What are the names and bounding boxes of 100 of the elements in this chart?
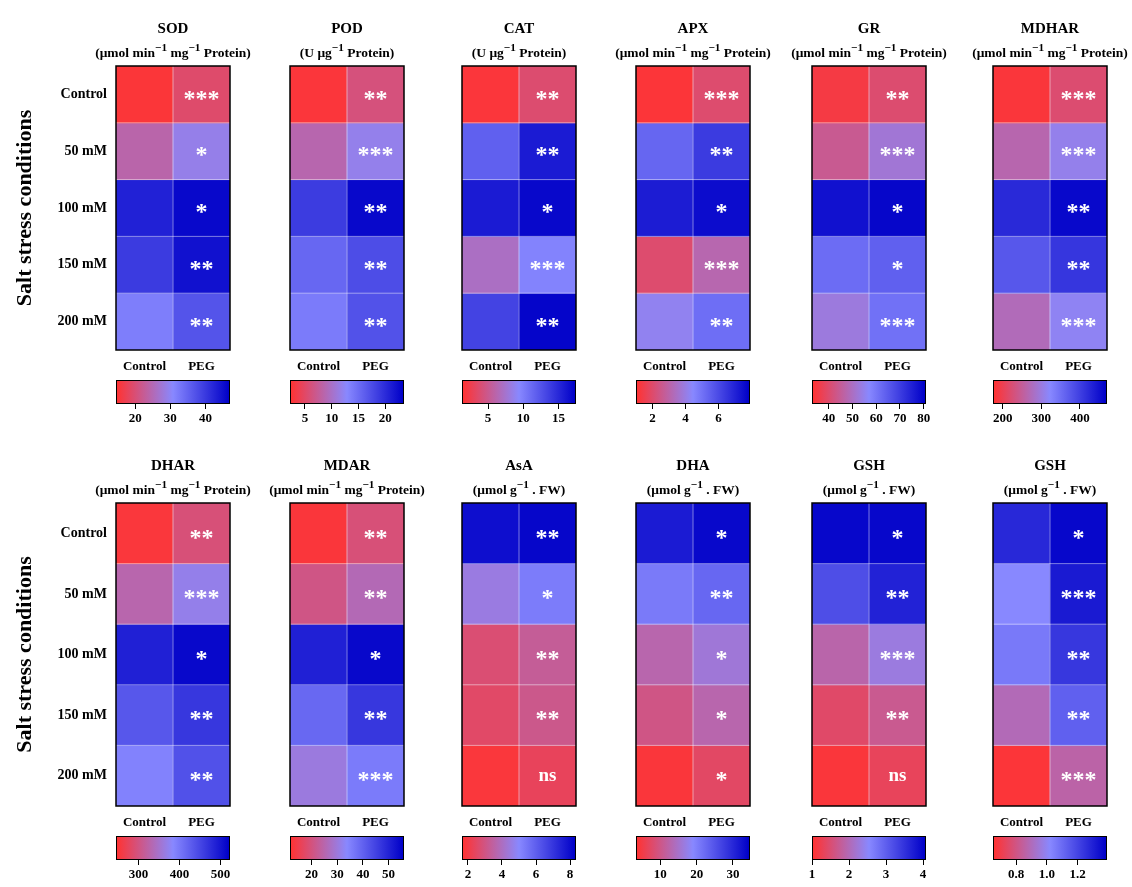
color-bar-label: 10: [516, 410, 530, 426]
y-axis-title: Salt stress conditions: [10, 555, 36, 753]
color-bar-label: 500: [210, 866, 231, 882]
x-tick-label: PEG: [884, 814, 911, 830]
data-label: *: [1072, 523, 1085, 550]
y-tick-label: 100 mM: [57, 199, 107, 215]
y-tick-label: 50 mM: [64, 142, 107, 158]
color-bar-label: 3: [882, 866, 890, 882]
data-label: *: [369, 644, 382, 671]
data-label: ***: [703, 255, 740, 281]
data-label: **: [709, 311, 734, 338]
x-tick-label: Control: [818, 358, 863, 374]
chart-title: CAT: [503, 19, 535, 37]
x-tick-label: Control: [999, 358, 1044, 374]
data-label: *: [891, 523, 904, 550]
chart-subtitle: (U μg$^{−1}$ Protein): [471, 40, 567, 60]
x-tick-label: Control: [999, 814, 1044, 830]
data-label: **: [1066, 255, 1091, 281]
data-label: *: [541, 584, 554, 611]
data-label: *: [541, 198, 554, 225]
x-tick-label: Control: [122, 358, 167, 374]
color-bar-label: 2: [464, 866, 472, 882]
x-tick-label: PEG: [1065, 358, 1092, 374]
data-label: ***: [1060, 765, 1097, 792]
data-label: **: [709, 584, 734, 611]
data-label: **: [189, 255, 214, 281]
chart-title: GSH: [1034, 456, 1066, 474]
data-label: **: [363, 584, 388, 611]
color-bar-label: 50: [382, 866, 396, 882]
y-tick-label: Control: [60, 524, 108, 540]
color-bar-label: 400: [169, 866, 190, 882]
x-tick-label: Control: [642, 814, 687, 830]
x-tick-label: Control: [642, 358, 687, 374]
data-label: **: [363, 705, 388, 732]
color-bar-label: 4: [919, 866, 927, 882]
color-bar-label: 40: [822, 410, 836, 426]
chart-title: MDAR: [323, 456, 371, 474]
data-label: **: [363, 84, 388, 111]
data-label: ns: [538, 763, 557, 785]
data-label: **: [535, 644, 560, 671]
color-bar-label: 20: [690, 866, 704, 882]
color-bar-label: 1.0: [1038, 866, 1056, 882]
data-label: ***: [1060, 141, 1097, 168]
data-label: *: [715, 765, 728, 792]
chart-title: SOD: [157, 19, 189, 37]
color-bar-label: 6: [715, 410, 722, 426]
color-bar-label: 2: [845, 866, 853, 882]
data-label: **: [885, 84, 910, 111]
data-label: **: [189, 705, 214, 732]
y-tick-label: Control: [60, 86, 108, 102]
color-bar-label: 40: [356, 866, 370, 882]
data-label: ***: [1060, 311, 1097, 338]
data-label: *: [891, 255, 904, 281]
color-bar-label: 30: [330, 866, 344, 882]
y-tick-label: 200 mM: [57, 313, 107, 329]
x-tick-label: PEG: [188, 358, 215, 374]
chart-title: GSH: [853, 456, 885, 474]
data-label: **: [1066, 705, 1091, 732]
data-label: ***: [879, 311, 916, 338]
data-label: ***: [183, 584, 220, 611]
color-bar-label: 200: [992, 410, 1013, 426]
chart-subtitle: (μmol min$^{−1}$ mg$^{−1}$ Protein): [615, 40, 771, 60]
chart-subtitle: (μmol min$^{−1}$ mg$^{−1}$ Protein): [95, 477, 251, 497]
color-bar-label: 5: [484, 410, 492, 426]
data-label: ***: [357, 141, 394, 168]
data-label: **: [363, 198, 388, 225]
color-bar-label: 70: [893, 410, 907, 426]
data-label: **: [363, 523, 388, 550]
x-tick-label: PEG: [708, 358, 735, 374]
data-label: ***: [357, 765, 394, 792]
data-label: ***: [703, 84, 740, 111]
data-label: **: [189, 523, 214, 550]
data-label: **: [709, 141, 734, 168]
x-tick-label: Control: [122, 814, 167, 830]
color-bar-label: 20: [305, 866, 319, 882]
color-bar-label: 10: [325, 410, 339, 426]
chart-subtitle: (μmol g$^{−1}$ . FW): [822, 477, 916, 497]
data-label: *: [715, 523, 728, 550]
color-bar-label: 60: [869, 410, 883, 426]
data-label: *: [195, 141, 208, 168]
x-tick-label: Control: [468, 814, 513, 830]
data-label: ***: [1060, 584, 1097, 611]
color-bar-label: 2: [649, 410, 656, 426]
x-tick-label: Control: [818, 814, 863, 830]
x-tick-label: PEG: [884, 358, 911, 374]
x-tick-label: PEG: [708, 814, 735, 830]
data-label: **: [535, 84, 560, 111]
color-bar-label: 1: [808, 866, 816, 882]
data-label: *: [195, 644, 208, 671]
chart-title: POD: [331, 19, 363, 37]
data-label: ***: [1060, 84, 1097, 111]
data-label: *: [715, 198, 728, 225]
x-tick-label: Control: [468, 358, 513, 374]
data-label: **: [535, 311, 560, 338]
color-bar-label: 4: [682, 410, 689, 426]
x-tick-label: PEG: [1065, 814, 1092, 830]
color-bar-label: 80: [917, 410, 931, 426]
x-tick-label: PEG: [534, 814, 561, 830]
data-label: ns: [888, 763, 907, 785]
x-tick-label: Control: [296, 814, 341, 830]
